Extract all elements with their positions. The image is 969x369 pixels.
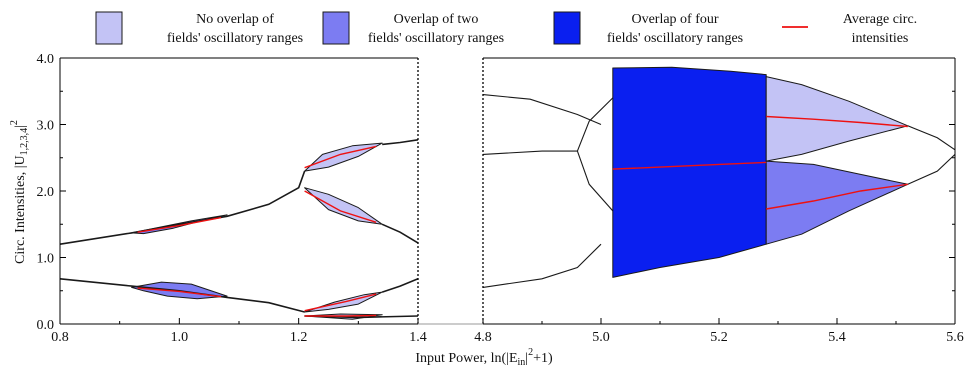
y-tick-label: 4.0 xyxy=(37,52,55,67)
legend-swatch-two xyxy=(322,11,350,45)
x-axis-title: Input Power, ln(|Ein|2+1) xyxy=(415,347,553,368)
intensity-branch-line xyxy=(576,97,614,152)
y-tick-label: 1.0 xyxy=(37,252,55,267)
y-axis-title: Circ. Intensities, |U1,2,3,4|2 xyxy=(9,120,30,264)
right-panel: 4.8 5.0 5.2 5.4 5.6 xyxy=(418,57,964,345)
legend-swatch-four xyxy=(553,11,581,45)
average-intensity-line xyxy=(304,293,377,312)
average-intensity-line xyxy=(137,287,222,298)
intensity-branch-line xyxy=(482,94,602,126)
x-tick-label: 4.8 xyxy=(474,330,492,345)
intensity-branch-line xyxy=(381,223,419,244)
intensity-branch-line xyxy=(382,139,419,146)
average-intensity-line xyxy=(766,115,908,128)
intensity-branch-line xyxy=(381,278,419,293)
y-tick-label: 0.0 xyxy=(37,318,55,333)
average-intensity-line xyxy=(137,216,222,233)
x-tick-label: 5.2 xyxy=(710,330,728,345)
x-tick-label: 1.4 xyxy=(409,330,427,345)
x-tick-label: 0.8 xyxy=(51,330,69,345)
x-tick-label: 1.0 xyxy=(171,330,189,345)
x-tick-label: 5.6 xyxy=(946,330,964,345)
axis-text: Circ. Intensities, |U1,2,3,4|2 Input Pow… xyxy=(9,120,553,368)
y-tick-label: 2.0 xyxy=(37,185,55,200)
legend-swatch-none xyxy=(95,11,123,45)
intensity-branch-line xyxy=(59,170,306,245)
legend-label: fields' oscillatory ranges xyxy=(607,31,743,46)
intensity-branch-line xyxy=(907,153,956,185)
oscillation-region-none xyxy=(765,76,909,162)
legend-label: fields' oscillatory ranges xyxy=(368,31,504,46)
intensity-branch-line xyxy=(576,150,614,212)
legend-item-four: Overlap of four fields' oscillatory range… xyxy=(553,11,743,46)
legend-item-none: No overlap of fields' oscillatory ranges xyxy=(95,11,303,46)
legend-item-two: Overlap of two fields' oscillatory ranges xyxy=(322,11,504,46)
average-intensity-line xyxy=(304,145,377,169)
left-panel: 0.8 1.0 1.2 1.4 0.0 1.0 2.0 3.0 4.0 xyxy=(37,52,427,345)
average-intensity-line xyxy=(304,190,377,223)
average-intensity-line xyxy=(304,314,377,317)
legend-label: fields' oscillatory ranges xyxy=(167,31,303,46)
x-tick-label: 5.4 xyxy=(828,330,846,345)
oscillation-region-four xyxy=(612,66,767,278)
intensity-branch-line xyxy=(907,125,956,151)
intensity-branch-line xyxy=(482,243,602,288)
legend-label: Average circ. xyxy=(843,12,917,27)
oscillation-region-two xyxy=(765,160,909,245)
x-tick-label: 5.0 xyxy=(592,330,610,345)
x-tick-label: 1.2 xyxy=(290,330,308,345)
legend-label: Overlap of two xyxy=(394,12,479,27)
legend-label: Overlap of four xyxy=(631,12,718,27)
y-tick-label: 3.0 xyxy=(37,119,55,134)
legend-label: intensities xyxy=(852,31,909,46)
average-intensity-line xyxy=(612,161,767,170)
average-intensity-line xyxy=(766,183,908,210)
legend-label: No overlap of xyxy=(196,12,274,27)
legend-item-avg: Average circ. intensities xyxy=(782,12,917,46)
intensity-branch-line xyxy=(482,150,578,155)
oscillation-region-none xyxy=(304,187,383,225)
